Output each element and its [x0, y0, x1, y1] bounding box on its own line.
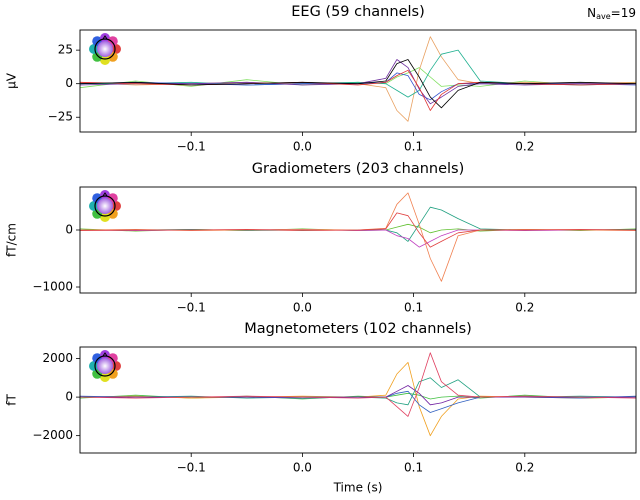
x-tick-label: 0.0	[293, 461, 312, 475]
trace	[79, 36, 637, 122]
y-tick-label: 0	[65, 76, 73, 90]
y-tick-label: 25	[58, 43, 73, 57]
trace	[79, 362, 637, 437]
sensor-dot	[100, 33, 110, 43]
trace	[80, 385, 636, 406]
head-outline	[94, 195, 116, 217]
trace	[79, 352, 637, 417]
head-center	[97, 41, 113, 57]
x-tick-label: −0.1	[177, 301, 206, 315]
y-axis-label: fT	[5, 394, 19, 406]
axes-frame	[79, 186, 637, 294]
trace	[79, 223, 637, 234]
axes-frame	[79, 346, 637, 454]
y-tick-label: −1000	[32, 280, 73, 294]
y-tick-label: −2000	[32, 428, 73, 442]
x-tick-label: −0.1	[177, 140, 206, 154]
trace	[79, 72, 637, 101]
y-tick-label: 0	[65, 222, 73, 236]
x-tick-label: 0.1	[404, 140, 423, 154]
trace	[79, 59, 637, 109]
trace	[79, 67, 637, 89]
sensor-dot	[111, 201, 121, 211]
nave-label: Nave=19	[587, 6, 636, 21]
trace	[79, 59, 636, 105]
trace	[79, 229, 636, 248]
x-axis-label: Time (s)	[333, 481, 383, 495]
head-nose	[102, 192, 108, 197]
x-tick-label: 0.2	[515, 461, 534, 475]
y-axis-label: µV	[5, 72, 19, 89]
sensor-dot	[100, 55, 110, 65]
sensor-dot	[100, 190, 110, 200]
sensor-dot	[89, 361, 99, 371]
sensor-topomap	[89, 190, 121, 222]
trace	[80, 49, 637, 98]
sensor-dot	[100, 350, 110, 360]
y-tick-label: 0	[65, 390, 73, 404]
sensor-dot	[111, 361, 121, 371]
x-tick-label: 0.2	[515, 301, 534, 315]
sensor-dot	[89, 44, 99, 54]
sensor-dot	[100, 212, 110, 222]
trace	[79, 69, 637, 111]
head-center	[97, 198, 113, 214]
trace	[80, 206, 637, 242]
x-tick-label: 0.0	[293, 140, 312, 154]
chart-title: Magnetometers (102 channels)	[244, 321, 472, 337]
sensor-topomap	[89, 350, 121, 382]
sensor-dot	[100, 372, 110, 382]
trace	[80, 377, 637, 406]
x-tick-label: 0.1	[404, 301, 423, 315]
sensor-topomap	[89, 33, 121, 65]
trace	[79, 390, 637, 413]
sensor-dot	[111, 44, 121, 54]
chart-title: EEG (59 channels)	[291, 4, 424, 20]
sensor-dot	[89, 201, 99, 211]
trace	[79, 212, 637, 248]
head-nose	[102, 35, 108, 40]
x-tick-label: 0.1	[404, 461, 423, 475]
x-tick-label: 0.2	[515, 140, 534, 154]
y-tick-label: 2000	[42, 351, 73, 365]
y-axis-label: fT/cm	[5, 223, 19, 257]
head-outline	[94, 355, 116, 377]
head-nose	[102, 352, 108, 357]
chart-title: Gradiometers (203 channels)	[252, 161, 465, 177]
x-tick-label: 0.0	[293, 301, 312, 315]
y-tick-label: −25	[48, 110, 73, 124]
x-tick-label: −0.1	[177, 461, 206, 475]
axes-frame	[79, 29, 637, 133]
head-center	[97, 358, 113, 374]
trace	[79, 192, 637, 282]
head-outline	[94, 38, 116, 60]
